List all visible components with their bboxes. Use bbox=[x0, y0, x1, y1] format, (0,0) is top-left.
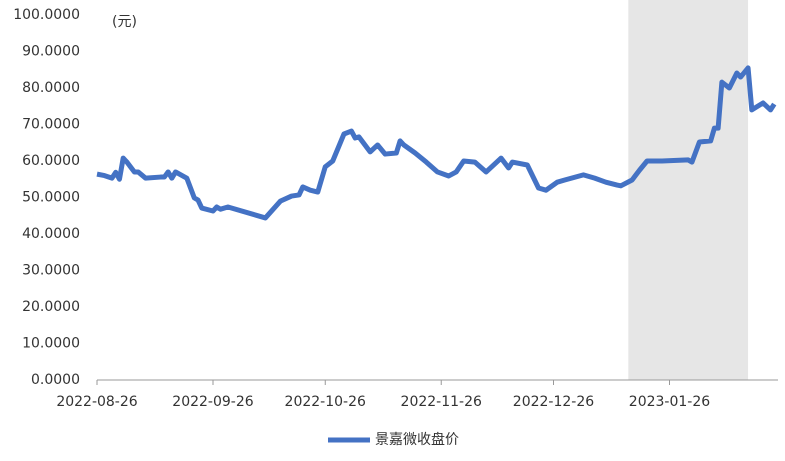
y-tick-label: 50.0000 bbox=[22, 190, 80, 206]
y-tick-label: 40.0000 bbox=[22, 226, 80, 242]
y-tick-label: 20.0000 bbox=[22, 299, 80, 315]
x-tick-label: 2022-11-26 bbox=[401, 394, 482, 410]
y-tick-label: 80.0000 bbox=[22, 80, 80, 96]
y-tick-label: 30.0000 bbox=[22, 263, 80, 279]
y-tick-label: 100.0000 bbox=[13, 7, 80, 23]
y-tick-label: 90.0000 bbox=[22, 44, 80, 60]
line-series bbox=[96, 65, 777, 221]
x-tick-label: 2022-09-26 bbox=[172, 394, 253, 410]
legend-label: 景嘉微收盘价 bbox=[375, 431, 459, 448]
y-tick-label: 10.0000 bbox=[22, 336, 80, 352]
x-tick-label: 2022-08-26 bbox=[56, 394, 137, 410]
x-tick-label: 2023-01-26 bbox=[629, 394, 710, 410]
unit-label: (元) bbox=[112, 14, 137, 30]
x-tick-label: 2022-10-26 bbox=[285, 394, 366, 410]
shaded-period bbox=[628, 0, 749, 380]
y-tick-label: 0.0000 bbox=[31, 372, 80, 388]
y-tick-label: 60.0000 bbox=[22, 153, 80, 169]
x-tick-label: 2022-12-26 bbox=[513, 394, 594, 410]
y-tick-label: 70.0000 bbox=[22, 117, 80, 133]
